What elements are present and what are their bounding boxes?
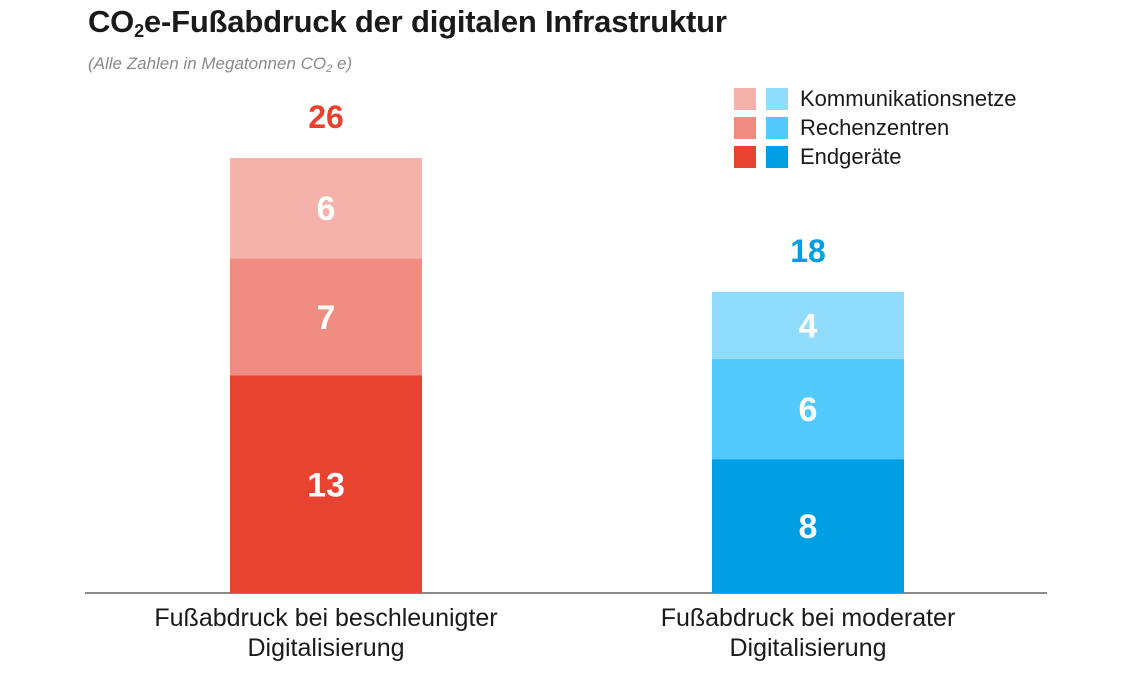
legend-item-endgeraete: Endgeräte xyxy=(734,142,1016,171)
data-label-rechenzentren: 7 xyxy=(317,299,336,337)
legend-label: Kommunikationsnetze xyxy=(800,85,1017,111)
data-label-kommunikationsnetze: 6 xyxy=(317,190,336,228)
bar-segment-kommunikationsnetze xyxy=(230,158,422,259)
legend-swatch-red xyxy=(734,116,756,139)
legend-label: Endgeräte xyxy=(800,143,902,169)
data-label-endgeraete: 8 xyxy=(799,508,818,546)
category-label: Digitalisierung xyxy=(729,634,886,662)
legend-swatch-blue xyxy=(766,116,788,139)
legend-label: Rechenzentren xyxy=(800,114,950,140)
chart-title: CO2e-Fußabdruck der digitalen Infrastruk… xyxy=(88,4,727,41)
bar-segment-endgeraete xyxy=(712,459,904,593)
bar-segment-endgeraete xyxy=(230,375,422,593)
data-label-endgeraete: 13 xyxy=(307,466,345,504)
bar-segment-kommunikationsnetze xyxy=(712,291,904,359)
legend-item-kommunikationsnetze: Kommunikationsnetze xyxy=(734,84,1016,113)
legend: Kommunikationsnetze Rechenzentren Endger… xyxy=(734,84,1016,171)
category-label: Fußabdruck bei beschleunigter xyxy=(154,604,497,632)
data-label-rechenzentren: 6 xyxy=(799,391,818,429)
total-label: 18 xyxy=(790,233,826,269)
legend-swatch-blue xyxy=(766,87,788,110)
bar-segment-rechenzentren xyxy=(712,358,904,460)
legend-item-rechenzentren: Rechenzentren xyxy=(734,113,1016,142)
legend-swatch-red xyxy=(734,145,756,168)
chart-subtitle: (Alle Zahlen in Megatonnen CO2 e) xyxy=(88,54,353,75)
bar-segment-rechenzentren xyxy=(230,258,422,376)
category-label: Fußabdruck bei moderater xyxy=(661,604,956,632)
legend-swatch-red xyxy=(734,87,756,110)
total-label: 26 xyxy=(308,99,344,135)
data-label-kommunikationsnetze: 4 xyxy=(799,307,818,345)
category-label: Digitalisierung xyxy=(247,634,404,662)
legend-swatch-blue xyxy=(766,145,788,168)
